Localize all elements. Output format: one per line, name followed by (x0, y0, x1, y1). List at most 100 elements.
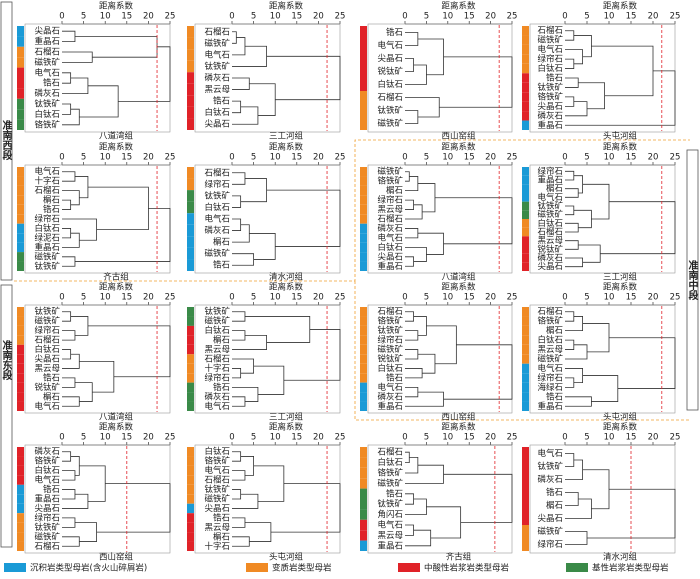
group-bar (360, 233, 367, 243)
leaf-label: 榍石 (43, 391, 60, 402)
leaf-label: 尖晶石 (377, 53, 403, 64)
group-bar (360, 488, 367, 499)
group-bar (17, 185, 24, 196)
leaf-label: 锆石 (386, 488, 403, 499)
leaf-label: 磷灰石 (537, 110, 563, 121)
leaf-label: 锆石 (546, 73, 563, 84)
group-bar (187, 167, 194, 179)
leaf-label: 磷灰石 (537, 474, 563, 485)
leaf-label: 石榴石 (377, 214, 403, 225)
cluster-link (232, 358, 254, 374)
cluster-link (249, 83, 276, 116)
panel-title: 西山窑组 (441, 131, 476, 142)
leaf-label: 磁铁矿 (204, 38, 230, 49)
cluster-link (79, 85, 119, 118)
cluster-link (417, 232, 444, 255)
group-bar (187, 95, 194, 107)
leaf-label: 重晶石 (377, 261, 403, 272)
cluster-link (565, 58, 575, 69)
leaf-label: 电气石 (204, 49, 230, 60)
cluster-link (405, 498, 427, 515)
group-bar (187, 213, 194, 225)
cluster-link (232, 536, 250, 547)
cluster-link (405, 311, 414, 322)
x-tick-label: 10 (442, 12, 453, 22)
leaf-label: 锆石 (546, 487, 563, 498)
leaf-label: 尖晶石 (204, 503, 230, 514)
cluster-link (565, 453, 575, 467)
cluster-link (434, 197, 513, 245)
group-bar (187, 456, 194, 466)
cluster-link (565, 492, 579, 506)
group-bar (17, 363, 24, 374)
leaf-label: 白钛石 (537, 63, 563, 74)
group-bar (17, 36, 24, 47)
panel-title: 头屯河组 (603, 412, 638, 423)
cluster-link (87, 186, 149, 231)
x-tick-label: 0 (59, 153, 64, 163)
group-bar (522, 26, 529, 36)
group-bar (17, 522, 24, 533)
group-bar (360, 478, 367, 489)
group-bar (17, 167, 24, 177)
group-bar (187, 83, 194, 96)
leaf-label: 石榴石 (34, 541, 60, 552)
leaf-label: 石榴石 (34, 47, 60, 58)
cluster-link (413, 316, 427, 336)
group-bar (360, 307, 367, 317)
leaf-label: 钛铁矿 (537, 201, 563, 212)
leaf-label: 电气石 (204, 214, 230, 225)
cluster-link (74, 36, 158, 58)
leaf-label: 石榴石 (34, 185, 60, 196)
group-bar (360, 242, 367, 253)
cluster-link (405, 451, 410, 463)
x-tick-label: 25 (165, 153, 176, 163)
cluster-link (417, 353, 436, 374)
group-bar (522, 486, 529, 499)
cluster-link (62, 30, 76, 42)
group-bar (17, 26, 24, 37)
leaf-label: 绿帘石 (537, 54, 563, 65)
group-bar (360, 499, 367, 510)
group-bar (360, 261, 367, 271)
leaf-label: 铬铁矿 (537, 91, 563, 102)
cluster-link (565, 205, 575, 216)
x-tick-label: 20 (485, 12, 496, 22)
leaf-label: 钛铁矿 (204, 306, 230, 317)
group-bar (522, 227, 529, 237)
x-tick-label: 0 (402, 153, 407, 163)
leaf-label: 角闪石 (377, 509, 403, 520)
cluster-link (405, 32, 419, 46)
leaf-label: 白钛石 (377, 363, 403, 374)
x-tick-label: 0 (229, 12, 234, 22)
cluster-link (405, 457, 419, 474)
x-axis-label: 距离系数 (269, 1, 304, 12)
group-bar (360, 214, 367, 224)
group-bar (187, 259, 194, 271)
group-bar (187, 325, 194, 336)
group-bar (187, 513, 194, 523)
cluster-link (232, 517, 246, 528)
leaf-label: 榍石 (386, 185, 403, 196)
group-bar (17, 344, 24, 355)
leaf-label: 磷灰石 (34, 446, 60, 457)
group-bar (187, 49, 194, 61)
leaf-label: 石榴石 (537, 25, 563, 36)
x-tick-label: 20 (648, 433, 659, 443)
cluster-link (405, 64, 427, 85)
cluster-link (62, 199, 72, 210)
leaf-label: 电气石 (377, 520, 403, 531)
group-bar (522, 210, 529, 219)
group-bar (522, 35, 529, 45)
cluster-link (232, 172, 246, 185)
cluster-link (62, 536, 80, 547)
leaf-label: 钛铁矿 (377, 325, 403, 336)
x-tick-label: 15 (121, 433, 132, 443)
x-tick-label: 25 (670, 293, 681, 303)
x-tick-label: 0 (229, 433, 234, 443)
leaf-label: 钛铁矿 (34, 261, 60, 272)
x-tick-label: 20 (313, 12, 324, 22)
cluster-link (417, 38, 444, 76)
cluster-link (74, 522, 97, 542)
leaf-label: 锆石 (43, 78, 60, 89)
